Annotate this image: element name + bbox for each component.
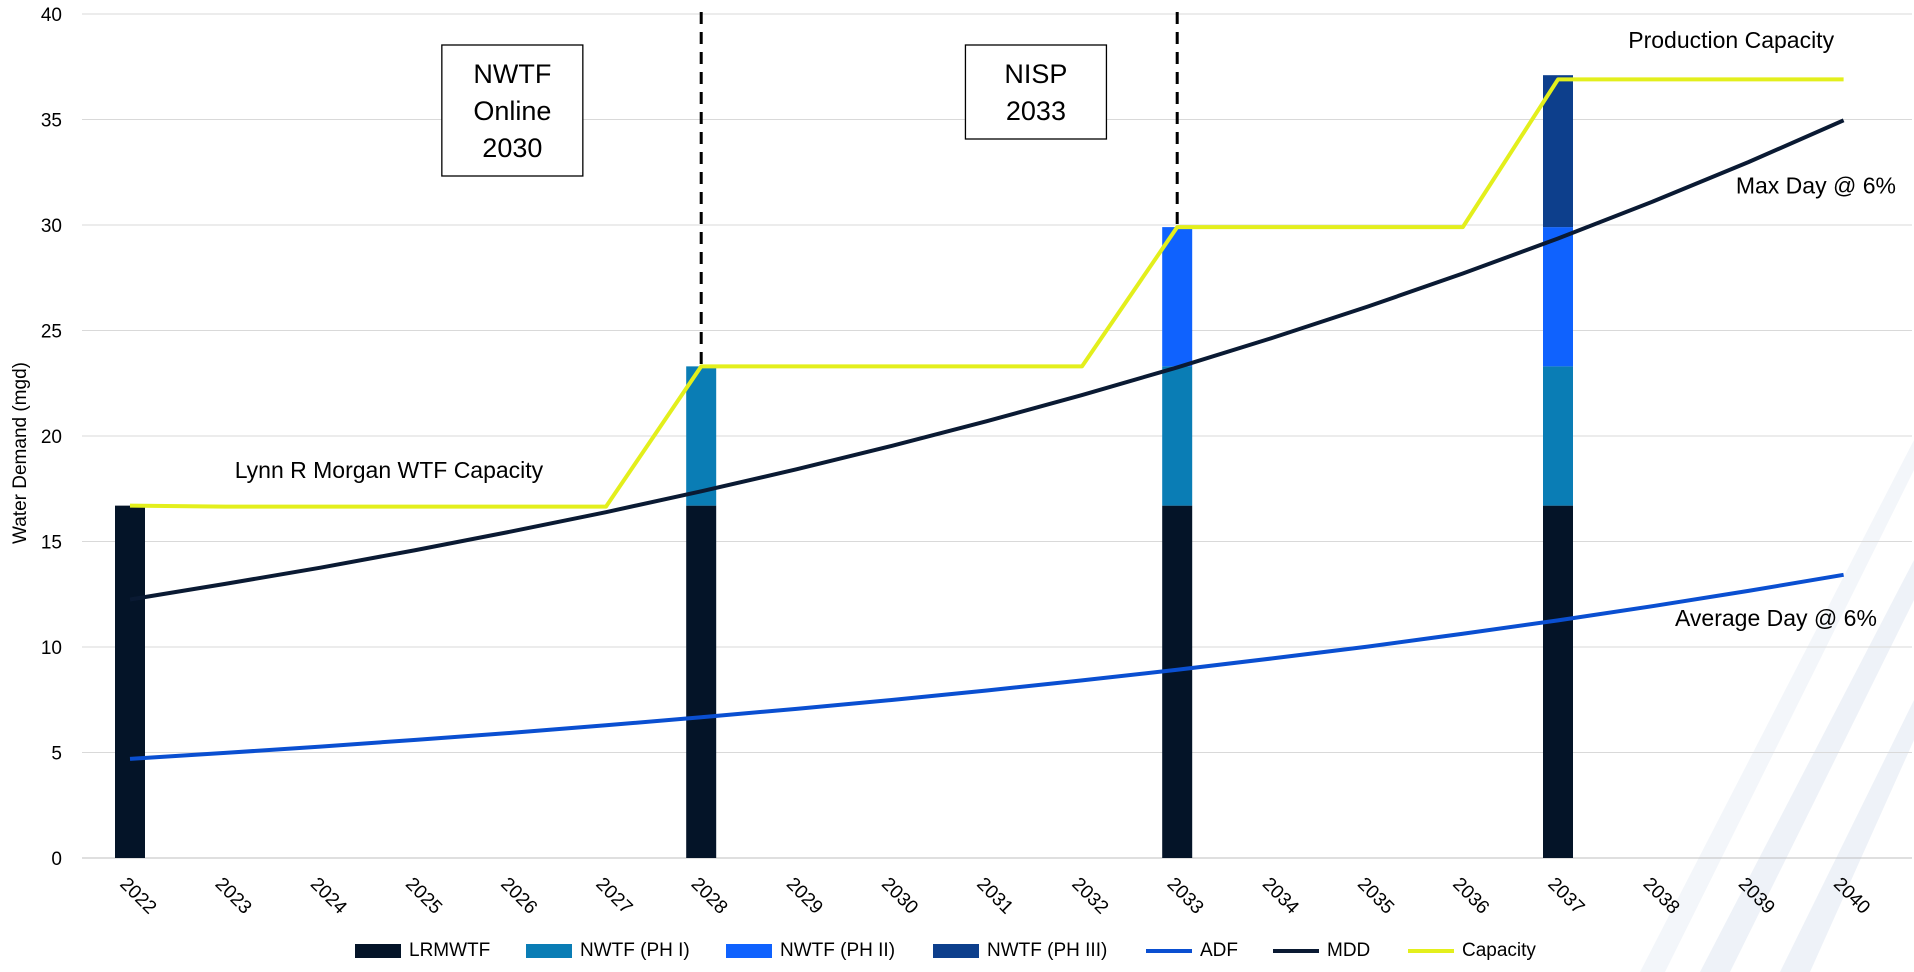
annotation-label: Max Day @ 6%: [1736, 172, 1896, 198]
bar-lrmwtf-2022: [115, 505, 145, 858]
legend-swatch: [355, 944, 401, 958]
x-tick-label: 2026: [496, 874, 541, 919]
callout-text: 2033: [1006, 96, 1066, 126]
legend-item-adf: ADF: [1146, 940, 1238, 962]
legend-label: MDD: [1327, 940, 1371, 961]
line-capacity: [129, 77, 1844, 509]
vertical-markers: [699, 12, 1179, 367]
x-tick-label: 2040: [1829, 874, 1874, 919]
y-tick-label: 10: [41, 638, 62, 659]
callout-text: 2030: [482, 133, 542, 163]
legend-item-nwtf-ph-i-: NWTF (PH I): [526, 940, 690, 962]
line-adf: [129, 572, 1844, 761]
legend-swatch: [526, 944, 572, 958]
legend-label: NWTF (PH II): [780, 940, 896, 961]
x-axis: 2022 2023 2024 2025 2026 2027 2028 2029 2030 2031…: [116, 874, 1874, 919]
y-axis: 0 5 10 15 20 25 30 35 40: [41, 5, 62, 870]
series-lines: [129, 77, 1845, 761]
annotation-label: Average Day @ 6%: [1675, 605, 1877, 631]
x-tick-label: 2037: [1544, 874, 1589, 919]
bar-nwtf-ph-ii--2037: [1543, 227, 1573, 367]
x-tick-label: 2030: [877, 874, 922, 919]
y-tick-label: 40: [41, 5, 62, 26]
x-tick-label: 2035: [1353, 874, 1398, 919]
callout-text: NWTF: [473, 59, 551, 89]
bar-lrmwtf-2033: [1162, 505, 1193, 858]
gridlines: [82, 13, 1912, 859]
legend-item-lrmwtf: LRMWTF: [355, 940, 490, 962]
legend-swatch: [933, 944, 979, 958]
y-tick-label: 30: [41, 216, 62, 237]
callout-text: Online: [473, 96, 551, 126]
callout-box: [964, 44, 1108, 140]
x-tick-label: 2022: [116, 874, 161, 919]
x-tick-label: 2024: [306, 874, 351, 919]
annotation-label: Lynn R Morgan WTF Capacity: [235, 457, 544, 483]
legend-item-nwtf-ph-ii-: NWTF (PH II): [726, 940, 895, 962]
bar-nwtf-ph-i--2028: [686, 366, 717, 506]
callout-box: [441, 44, 584, 177]
bar-nwtf-ph-i--2037: [1543, 366, 1573, 506]
y-tick-label: 0: [51, 849, 62, 870]
callout-text: NISP: [1004, 59, 1067, 89]
legend-item-mdd: MDD: [1273, 940, 1370, 962]
bars: [115, 75, 1573, 858]
bar-lrmwtf-2028: [686, 505, 717, 858]
x-tick-label: 2027: [592, 874, 637, 919]
y-tick-label: 5: [51, 744, 62, 765]
legend-swatch: [1408, 949, 1454, 953]
x-tick-label: 2034: [1258, 874, 1303, 919]
y-tick-label: 15: [41, 533, 62, 554]
legend-swatch: [1273, 949, 1319, 953]
y-tick-label: 25: [41, 322, 62, 343]
y-tick-label: 20: [41, 427, 62, 448]
x-tick-label: 2028: [687, 874, 732, 919]
legend: LRMWTF NWTF (PH I) NWTF (PH II) NWTF (PH II…: [0, 940, 1914, 970]
legend-label: NWTF (PH I): [580, 940, 690, 961]
x-tick-label: 2038: [1639, 874, 1684, 919]
x-tick-label: 2025: [401, 874, 446, 919]
line-mdd: [129, 118, 1845, 602]
x-tick-label: 2036: [1448, 874, 1493, 919]
x-tick-label: 2031: [972, 874, 1017, 919]
legend-item-capacity: Capacity: [1408, 940, 1536, 962]
bar-nwtf-ph-i--2033: [1162, 366, 1193, 506]
x-tick-label: 2023: [211, 874, 256, 919]
legend-label: ADF: [1200, 940, 1238, 961]
bar-nwtf-ph-iii--2037: [1543, 75, 1573, 228]
y-axis-label: Water Demand (mgd): [10, 362, 31, 544]
x-tick-label: 2032: [1068, 874, 1113, 919]
legend-label: NWTF (PH III): [987, 940, 1108, 961]
bar-nwtf-ph-ii--2033: [1162, 227, 1193, 367]
legend-label: Capacity: [1462, 940, 1536, 961]
x-tick-label: 2039: [1734, 874, 1779, 919]
y-tick-label: 35: [41, 111, 62, 132]
legend-swatch: [726, 944, 772, 958]
x-tick-label: 2033: [1163, 874, 1208, 919]
legend-item-nwtf-ph-iii-: NWTF (PH III): [933, 940, 1107, 962]
bar-lrmwtf-2037: [1543, 505, 1573, 858]
annotations: Lynn R Morgan WTF Capacity Production Cap…: [235, 27, 1896, 631]
annotation-label: Production Capacity: [1628, 27, 1834, 53]
x-tick-label: 2029: [782, 874, 827, 919]
legend-label: LRMWTF: [409, 940, 491, 961]
legend-swatch: [1146, 949, 1192, 953]
